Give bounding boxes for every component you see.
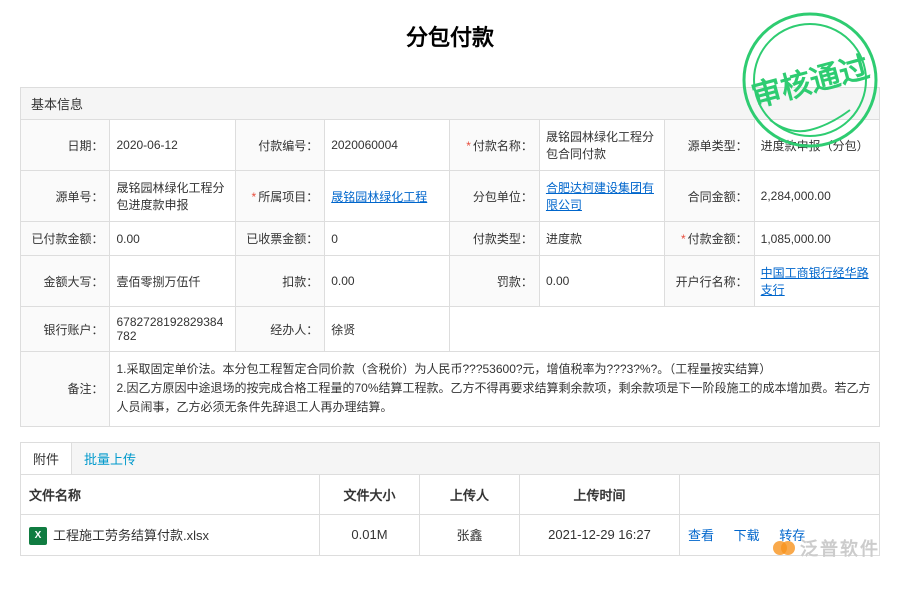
section-basic-info: 基本信息	[20, 87, 880, 119]
value-bank-name[interactable]: 中国工商银行经华路支行	[754, 256, 879, 307]
tab-attachments[interactable]: 附件	[21, 443, 72, 474]
label-source-no: 源单号：	[21, 171, 110, 222]
label-amount-words: 金额大写：	[21, 256, 110, 307]
label-payment-amount: *付款金额：	[665, 222, 754, 256]
value-handler: 徐贤	[325, 307, 450, 352]
main-container: 基本信息 日期： 2020-06-12 付款编号： 2020060004 *付款…	[0, 72, 900, 571]
label-date: 日期：	[21, 120, 110, 171]
file-size: 0.01M	[320, 514, 420, 556]
label-sub-unit: 分包单位：	[450, 171, 539, 222]
file-upload-time: 2021-12-29 16:27	[520, 514, 680, 556]
value-source-no: 晟铭园林绿化工程分包进度款申报	[110, 171, 235, 222]
attachment-tabs: 附件 批量上传	[20, 442, 880, 474]
label-payment-name: *付款名称：	[450, 120, 539, 171]
value-amount-words: 壹佰零捌万伍仟	[110, 256, 235, 307]
value-bank-account: 6782728192829384782	[110, 307, 235, 352]
value-invoice-amount: 0	[325, 222, 450, 256]
col-actions	[680, 474, 880, 514]
label-payment-no: 付款编号：	[235, 120, 324, 171]
page-header: 分包付款 审核通过	[0, 0, 900, 72]
tab-batch-upload[interactable]: 批量上传	[72, 443, 148, 474]
label-penalty: 罚款：	[450, 256, 539, 307]
value-payment-name: 晟铭园林绿化工程分包合同付款	[539, 120, 664, 171]
label-payment-type: 付款类型：	[450, 222, 539, 256]
value-contract-amount: 2,284,000.00	[754, 171, 879, 222]
value-penalty: 0.00	[539, 256, 664, 307]
col-uploader: 上传人	[420, 474, 520, 514]
excel-icon: X	[29, 527, 47, 545]
label-invoice-amount: 已收票金额：	[235, 222, 324, 256]
download-link[interactable]: 下载	[734, 528, 760, 543]
value-date: 2020-06-12	[110, 120, 235, 171]
col-upload-time: 上传时间	[520, 474, 680, 514]
label-deduction: 扣款：	[235, 256, 324, 307]
value-payment-type: 进度款	[539, 222, 664, 256]
watermark-logo-icon	[772, 536, 796, 560]
view-link[interactable]: 查看	[688, 528, 714, 543]
file-row: X工程施工劳务结算付款.xlsx 0.01M 张鑫 2021-12-29 16:…	[21, 514, 880, 556]
value-paid-amount: 0.00	[110, 222, 235, 256]
label-remarks: 备注：	[21, 352, 110, 427]
file-name-cell: X工程施工劳务结算付款.xlsx	[21, 514, 320, 556]
label-source-type: 源单类型：	[665, 120, 754, 171]
label-contract-amount: 合同金额：	[665, 171, 754, 222]
label-paid-amount: 已付款金额：	[21, 222, 110, 256]
watermark: 泛普软件	[772, 535, 880, 561]
value-source-type: 进度款申报（分包）	[754, 120, 879, 171]
value-payment-no: 2020060004	[325, 120, 450, 171]
value-payment-amount: 1,085,000.00	[754, 222, 879, 256]
col-filename: 文件名称	[21, 474, 320, 514]
page-title: 分包付款	[0, 20, 900, 52]
value-remarks: 1.采取固定单价法。本分包工程暂定合同价款（含税价）为人民币???53600?元…	[110, 352, 880, 427]
value-sub-unit[interactable]: 合肥达柯建设集团有限公司	[539, 171, 664, 222]
value-project[interactable]: 晟铭园林绿化工程	[325, 171, 450, 222]
file-table: 文件名称 文件大小 上传人 上传时间 X工程施工劳务结算付款.xlsx 0.01…	[20, 474, 880, 557]
label-handler: 经办人：	[235, 307, 324, 352]
label-bank-account: 银行账户：	[21, 307, 110, 352]
label-bank-name: 开户行名称：	[665, 256, 754, 307]
col-size: 文件大小	[320, 474, 420, 514]
file-uploader: 张鑫	[420, 514, 520, 556]
form-table: 日期： 2020-06-12 付款编号： 2020060004 *付款名称： 晟…	[20, 119, 880, 427]
value-deduction: 0.00	[325, 256, 450, 307]
label-project: *所属项目：	[235, 171, 324, 222]
